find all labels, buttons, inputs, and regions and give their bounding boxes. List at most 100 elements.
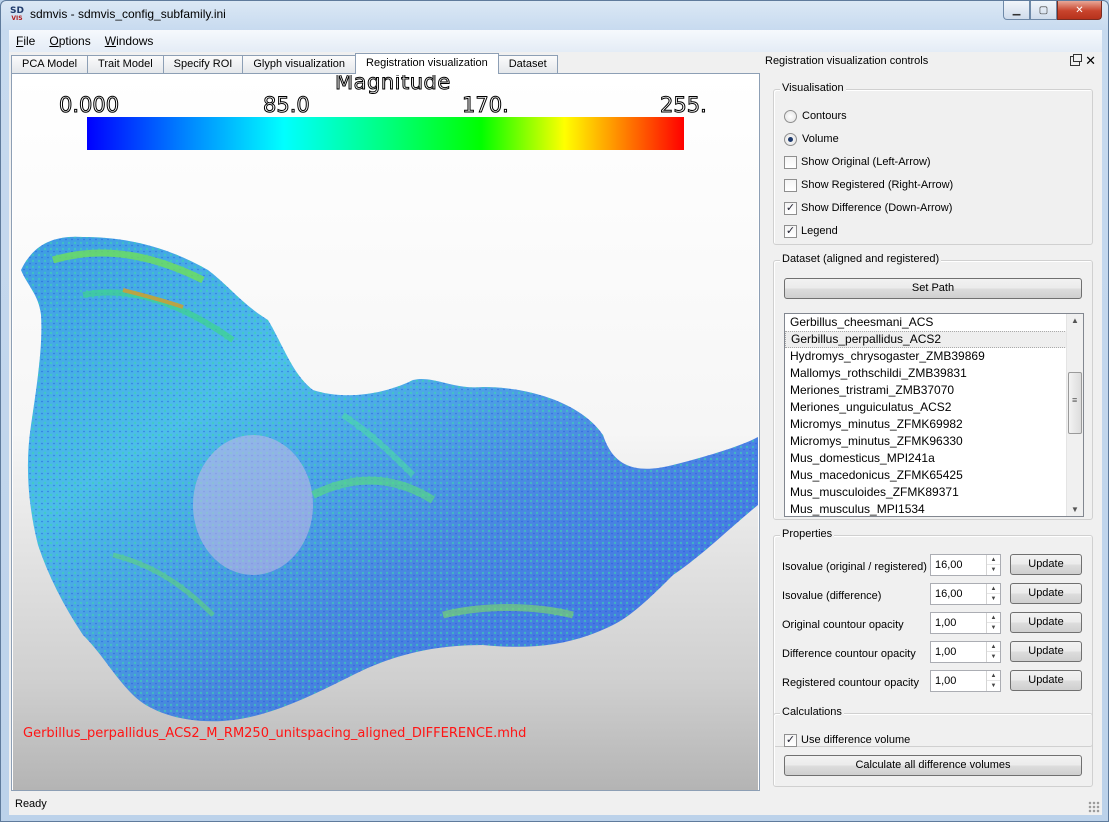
radio-volume[interactable]: Volume	[784, 131, 839, 147]
menu-options[interactable]: Options	[42, 34, 97, 48]
minimize-icon: ▁	[1012, 4, 1021, 16]
check-legend[interactable]: ✓ Legend	[784, 223, 838, 239]
spin-buttons[interactable]: ▲ ▼	[986, 555, 1000, 575]
calculate-all-difference-volumes-button[interactable]: Calculate all difference volumes	[784, 755, 1082, 776]
tab-pane: Magnitude 0.000 85.0 170. 255.	[11, 73, 760, 791]
group-dataset-title: Dataset (aligned and registered)	[780, 253, 942, 265]
scroll-down-icon[interactable]: ▼	[1071, 505, 1079, 514]
tab-pca-model[interactable]: PCA Model	[11, 55, 89, 74]
maximize-button[interactable]: ▢	[1030, 1, 1057, 20]
list-item[interactable]: Mus_musculoides_ZFMK89371	[790, 485, 959, 499]
scroll-thumb[interactable]	[1068, 372, 1082, 434]
minimize-button[interactable]: ▁	[1003, 1, 1030, 20]
difference-opacity-spinbox[interactable]: 1,00 ▲ ▼	[930, 641, 1001, 663]
group-visualisation-title: Visualisation	[780, 82, 846, 94]
isovalue-original-value: 16,00	[935, 559, 963, 571]
app-icon-text: SD	[10, 6, 24, 16]
radio-volume-label: Volume	[802, 133, 839, 145]
check-show-difference-label: Show Difference (Down-Arrow)	[801, 202, 953, 214]
specimen-ridge-4	[311, 476, 436, 504]
spin-up-icon[interactable]: ▲	[987, 671, 1000, 681]
spin-down-icon[interactable]: ▼	[990, 596, 997, 602]
dataset-list-scrollbar[interactable]: ▲ ▼	[1066, 314, 1083, 516]
check-use-difference-volume-label: Use difference volume	[801, 734, 911, 746]
close-button[interactable]: ✕	[1057, 1, 1102, 20]
window-title: sdmvis - sdmvis_config_subfamily.ini	[30, 7, 226, 21]
check-show-original[interactable]: Show Original (Left-Arrow)	[784, 154, 931, 170]
list-item[interactable]: Mus_musculus_MPI1534	[790, 502, 925, 516]
menu-windows[interactable]: Windows	[98, 34, 161, 48]
specimen-ridge-6	[112, 552, 215, 617]
dataset-list[interactable]: Gerbillus_cheesmani_ACS Gerbillus_perpal…	[784, 313, 1084, 517]
spin-down-icon[interactable]: ▼	[990, 683, 997, 689]
menu-options-mnemonic: O	[49, 34, 59, 48]
checkmark-icon: ✓	[784, 733, 797, 747]
spin-buttons[interactable]: ▲ ▼	[986, 671, 1000, 691]
tab-dataset[interactable]: Dataset	[497, 55, 558, 74]
legend-tick-min: 0.000	[58, 93, 120, 118]
list-item[interactable]: Gerbillus_cheesmani_ACS	[790, 315, 934, 329]
spin-up-icon[interactable]: ▲	[987, 555, 1000, 565]
list-item-selected[interactable]: Gerbillus_perpallidus_ACS2	[785, 331, 1083, 348]
update-difference-opacity-button[interactable]: Update	[1010, 641, 1082, 662]
tab-trait-model[interactable]: Trait Model	[87, 55, 164, 74]
tab-glyph-visualization[interactable]: Glyph visualization	[242, 55, 357, 74]
spin-buttons[interactable]: ▲ ▼	[986, 613, 1000, 633]
original-opacity-spinbox[interactable]: 1,00 ▲ ▼	[930, 612, 1001, 634]
list-item[interactable]: Mus_domesticus_MPI241a	[790, 451, 935, 465]
spin-up-icon[interactable]: ▲	[987, 642, 1000, 652]
specimen-ridge-3	[122, 288, 184, 309]
radio-volume-indicator	[784, 132, 797, 146]
isovalue-difference-label: Isovalue (difference)	[782, 590, 882, 602]
original-opacity-value: 1,00	[935, 617, 957, 629]
dock-close-icon[interactable]: ✕	[1085, 53, 1096, 68]
spin-up-icon[interactable]: ▲	[987, 584, 1000, 594]
list-item[interactable]: Hydromys_chrysogaster_ZMB39869	[790, 349, 985, 363]
list-item[interactable]: Mus_macedonicus_ZFMK65425	[790, 468, 963, 482]
specimen-ridge-7	[341, 412, 416, 478]
list-item[interactable]: Meriones_unguiculatus_ACS2	[790, 400, 952, 414]
close-icon: ✕	[1075, 4, 1084, 16]
check-show-registered-box	[784, 178, 797, 192]
spin-up-icon[interactable]: ▲	[987, 613, 1000, 623]
list-item[interactable]: Micromys_minutus_ZFMK96330	[790, 434, 963, 448]
update-isovalue-original-button[interactable]: Update	[1010, 554, 1082, 575]
client-area: PCA Model Trait Model Specify ROI Glyph …	[9, 52, 1102, 815]
dock-float-icon[interactable]	[1070, 54, 1082, 66]
title-bar[interactable]: SD VIS sdmvis - sdmvis_config_subfamily.…	[1, 1, 1108, 29]
list-item[interactable]: Meriones_tristrami_ZMB37070	[790, 383, 955, 397]
update-original-opacity-button[interactable]: Update	[1010, 612, 1082, 633]
isovalue-original-spinbox[interactable]: 16,00 ▲ ▼	[930, 554, 1001, 576]
status-bar: Ready	[9, 794, 1102, 815]
app-icon-subtext: VIS	[11, 15, 23, 22]
list-item[interactable]: Micromys_minutus_ZFMK69982	[790, 417, 963, 431]
spin-down-icon[interactable]: ▼	[990, 625, 997, 631]
list-item[interactable]: Mallomys_rothschildi_ZMB39831	[790, 366, 967, 380]
radio-contours-label: Contours	[802, 110, 847, 122]
group-properties: Properties Isovalue (original / register…	[773, 528, 1093, 747]
isovalue-difference-spinbox[interactable]: 16,00 ▲ ▼	[930, 583, 1001, 605]
resize-grip-icon[interactable]	[1088, 801, 1100, 813]
check-show-difference[interactable]: ✓ Show Difference (Down-Arrow)	[784, 200, 952, 216]
registered-opacity-label: Registered countour opacity	[782, 677, 919, 689]
spin-buttons[interactable]: ▲ ▼	[986, 584, 1000, 604]
update-isovalue-difference-button[interactable]: Update	[1010, 583, 1082, 604]
registered-opacity-spinbox[interactable]: 1,00 ▲ ▼	[930, 670, 1001, 692]
check-show-original-label: Show Original (Left-Arrow)	[801, 156, 931, 168]
legend-tick-1: 85.0	[263, 93, 311, 118]
check-use-difference-volume[interactable]: ✓ Use difference volume	[784, 732, 910, 748]
spin-down-icon[interactable]: ▼	[990, 654, 997, 660]
tab-specify-roi[interactable]: Specify ROI	[162, 55, 244, 74]
update-registered-opacity-button[interactable]: Update	[1010, 670, 1082, 691]
scroll-up-icon[interactable]: ▲	[1071, 316, 1079, 325]
tab-registration-visualization[interactable]: Registration visualization	[355, 53, 499, 74]
set-path-button[interactable]: Set Path	[784, 278, 1082, 299]
spin-buttons[interactable]: ▲ ▼	[986, 642, 1000, 662]
spin-down-icon[interactable]: ▼	[990, 567, 997, 573]
group-dataset: Dataset (aligned and registered) Set Pat…	[773, 253, 1093, 520]
check-show-original-box	[784, 155, 797, 169]
menu-file[interactable]: File	[9, 34, 42, 48]
check-show-registered[interactable]: Show Registered (Right-Arrow)	[784, 177, 953, 193]
radio-contours[interactable]: Contours	[784, 108, 847, 124]
render-viewport[interactable]: Magnitude 0.000 85.0 170. 255.	[13, 75, 758, 790]
